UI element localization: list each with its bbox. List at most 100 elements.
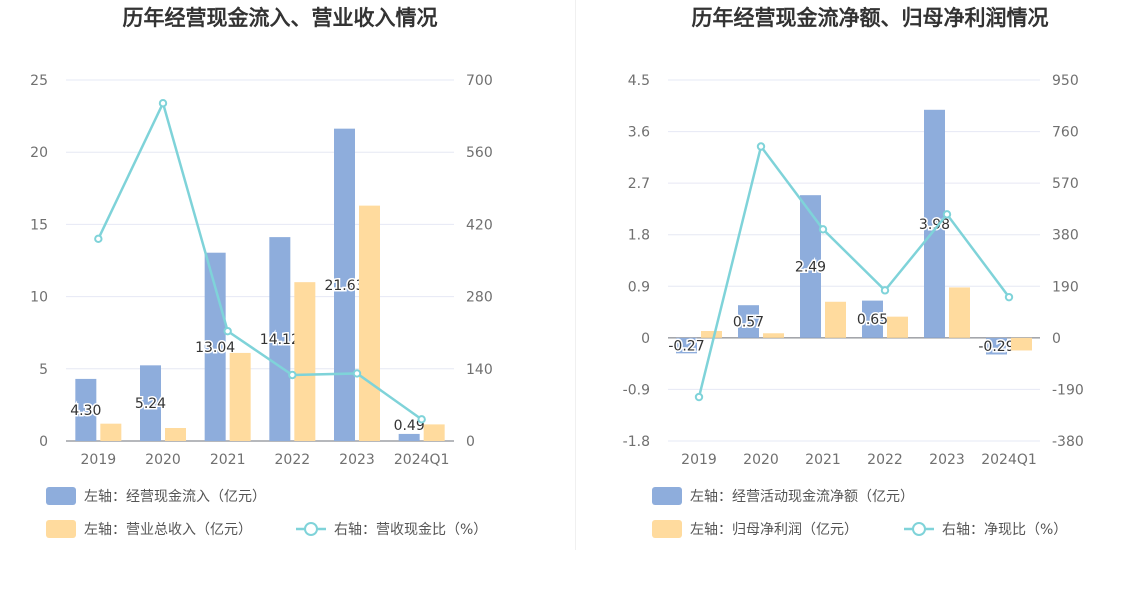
left-axis-tick-label: 2.7 xyxy=(628,176,650,192)
legend-line-marker xyxy=(912,522,926,536)
x-axis-tick-label: 2024Q1 xyxy=(394,452,450,468)
x-axis-tick-label: 2020 xyxy=(145,452,181,468)
right-axis-tick-label: -380 xyxy=(1052,434,1084,450)
bar-primary xyxy=(204,252,226,441)
legend-label-secondary: 左轴：归母净利润（亿元） xyxy=(690,521,858,538)
bar-secondary xyxy=(949,287,970,338)
legend-swatch-secondary xyxy=(46,520,76,538)
bar-primary xyxy=(862,300,883,338)
right-axis-tick-label: 0 xyxy=(1052,331,1061,347)
legend-label-line: 右轴：净现比（%） xyxy=(942,522,1067,538)
bar-secondary xyxy=(1011,337,1032,351)
bar-data-label: -0.27 xyxy=(668,339,704,355)
right-axis-tick-label: 280 xyxy=(466,290,493,306)
bar-primary xyxy=(986,337,1007,355)
line-point xyxy=(352,369,362,378)
left-axis-tick-label: 10 xyxy=(30,290,48,306)
line-point xyxy=(94,234,103,244)
bar-data-label: 14.12 xyxy=(260,332,300,348)
bar-data-label: 13.04 xyxy=(195,340,235,356)
x-axis-tick-label: 2019 xyxy=(81,452,117,468)
x-axis-tick-label: 2022 xyxy=(275,452,311,468)
right-axis-tick-label: -190 xyxy=(1052,382,1084,398)
right-axis-tick-label: 570 xyxy=(1052,176,1079,192)
bar-data-label: -0.29 xyxy=(978,339,1014,355)
x-axis-tick-label: 2021 xyxy=(210,452,246,468)
left-axis-tick-label: 0.9 xyxy=(628,279,650,295)
left-axis-tick-label: 0 xyxy=(641,331,650,347)
line-point xyxy=(158,99,168,108)
bar-data-label: 0.65 xyxy=(857,312,888,328)
x-axis-tick-label: 2022 xyxy=(867,452,903,468)
legend-swatch-secondary xyxy=(652,520,682,538)
left-axis-tick-label: 1.8 xyxy=(628,228,650,244)
line-point xyxy=(880,286,890,295)
bar-data-label: 21.63 xyxy=(324,278,364,294)
right-axis-tick-label: 700 xyxy=(466,73,493,89)
bar-primary xyxy=(676,337,697,354)
line-series xyxy=(97,99,423,421)
x-axis-tick-label: 2024Q1 xyxy=(981,452,1037,468)
line-point xyxy=(1004,292,1014,302)
left-axis-tick-label: 25 xyxy=(30,73,48,89)
left-axis-tick-label: 4.5 xyxy=(628,73,650,89)
x-axis-tick-label: 2021 xyxy=(805,452,841,468)
bar-secondary xyxy=(100,423,122,441)
legend-label-line: 右轴：营收现金比（%） xyxy=(334,522,487,538)
bar-secondary xyxy=(229,352,251,441)
bar-secondary xyxy=(825,301,846,338)
line-point xyxy=(223,326,232,336)
line-point xyxy=(417,415,426,424)
bar-primary xyxy=(75,378,97,441)
bar-secondary xyxy=(423,424,445,441)
chart-title: 历年经营现金流净额、归母净利润情况 xyxy=(692,6,1049,30)
bar-secondary xyxy=(165,428,186,441)
panel-divider xyxy=(575,0,576,550)
left-axis-tick-label: -1.8 xyxy=(623,434,650,450)
right-axis-tick-label: 950 xyxy=(1052,73,1079,89)
bar-data-label: 4.30 xyxy=(70,403,101,419)
left-axis-tick-label: 15 xyxy=(30,217,48,233)
legend-line-marker xyxy=(304,522,318,536)
bar-data-label: 0.49 xyxy=(394,418,425,434)
right-axis-tick-label: 140 xyxy=(466,362,493,378)
chart-title: 历年经营现金流入、营业收入情况 xyxy=(123,6,438,30)
bar-secondary xyxy=(294,282,316,441)
bar-primary xyxy=(738,305,759,338)
x-axis-tick-label: 2023 xyxy=(929,452,965,468)
bar-secondary xyxy=(763,333,784,338)
bar-data-label: 0.57 xyxy=(733,315,764,331)
left-axis-tick-label: 5 xyxy=(39,362,48,378)
bar-primary xyxy=(140,365,161,441)
x-axis-tick-label: 2019 xyxy=(681,452,717,468)
bar-secondary xyxy=(887,316,908,338)
bar-secondary xyxy=(359,205,380,441)
right-axis-tick-label: 760 xyxy=(1052,125,1079,141)
right-axis-tick-label: 560 xyxy=(466,145,493,161)
legend-label-primary: 左轴：经营现金流入（亿元） xyxy=(84,489,266,505)
legend-label-secondary: 左轴：营业总收入（亿元） xyxy=(84,522,252,538)
right-axis-tick-label: 0 xyxy=(466,434,475,450)
left-axis-tick-label: 0 xyxy=(39,434,48,450)
line-point xyxy=(818,225,828,234)
bar-primary xyxy=(334,128,355,442)
x-axis-tick-label: 2023 xyxy=(339,452,375,468)
line-point xyxy=(694,392,704,402)
left-axis-tick-label: -0.9 xyxy=(623,382,650,398)
line-point xyxy=(756,142,766,151)
bar-primary xyxy=(269,237,291,441)
legend-swatch-primary xyxy=(46,487,76,505)
bar-primary xyxy=(924,109,945,338)
line-point xyxy=(288,370,297,380)
bar-primary xyxy=(398,433,420,441)
bar-secondary xyxy=(701,330,722,338)
bar-primary xyxy=(800,195,821,338)
right-axis-tick-label: 190 xyxy=(1052,279,1079,295)
left-axis-tick-label: 3.6 xyxy=(628,125,650,141)
right-axis-tick-label: 420 xyxy=(466,217,493,233)
bar-data-label: 2.49 xyxy=(795,260,826,276)
right-axis-tick-label: 380 xyxy=(1052,228,1079,244)
legend-label-primary: 左轴：经营活动现金流净额（亿元） xyxy=(690,489,914,505)
legend-swatch-primary xyxy=(652,487,682,505)
